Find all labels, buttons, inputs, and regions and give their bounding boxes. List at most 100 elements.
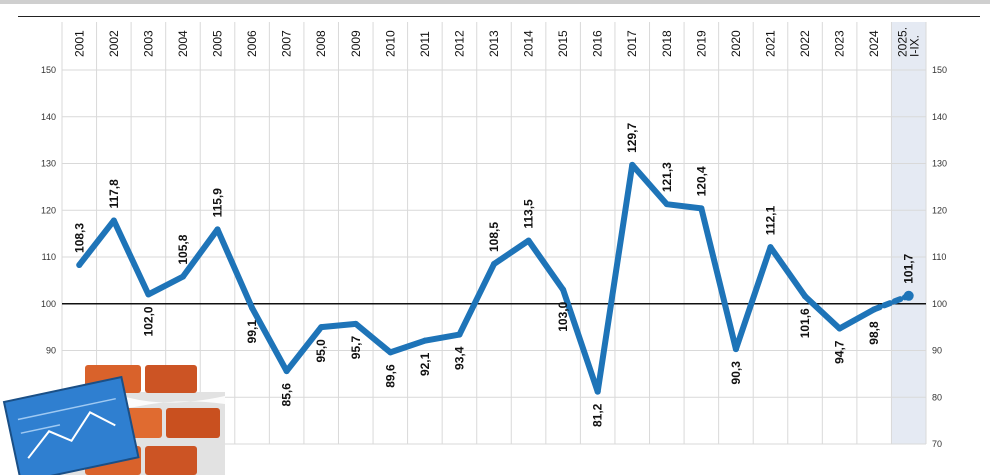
data-point [802, 293, 809, 300]
data-label: 95,7 [349, 336, 363, 360]
data-label: 98,8 [867, 321, 881, 345]
data-point [836, 325, 843, 332]
y-tick-label-right: 110 [932, 252, 946, 262]
data-point [145, 291, 152, 298]
y-tick-label-left: 130 [41, 159, 56, 169]
data-point [318, 324, 325, 331]
data-point [214, 226, 221, 233]
data-point [456, 331, 463, 338]
data-point [179, 273, 186, 280]
top-strip [0, 0, 990, 4]
x-tick-label: 2012 [452, 30, 466, 57]
brick [166, 408, 220, 438]
x-tick-label: 2023 [833, 30, 847, 57]
data-point [525, 237, 532, 244]
x-tick-label: 2002 [107, 30, 121, 57]
data-label: 120,4 [694, 166, 708, 196]
data-label: 85,6 [280, 383, 294, 407]
y-tick-label-right: 150 [932, 65, 947, 75]
data-label: 108,3 [72, 223, 86, 253]
x-tick-label: 2008 [314, 30, 328, 57]
data-label: 89,6 [383, 364, 397, 388]
highlight-column [891, 22, 926, 444]
x-tick-label: 2010 [383, 30, 397, 57]
brick [145, 365, 197, 393]
y-tick-label-right: 80 [932, 392, 942, 402]
wall-decoration [2, 365, 225, 475]
data-label: 101,7 [902, 253, 916, 283]
x-tick-label: 2015 [556, 30, 570, 57]
data-label: 102,0 [141, 306, 155, 336]
top-border [18, 16, 980, 17]
data-point [352, 320, 359, 327]
x-tick-label: 2018 [660, 30, 674, 57]
y-tick-label-left: 150 [41, 65, 56, 75]
y-tick-label-right: 70 [932, 439, 942, 449]
x-tick-label: 2014 [522, 30, 536, 57]
data-label: 115,9 [211, 188, 225, 218]
data-label: 121,3 [660, 162, 674, 192]
data-point [387, 349, 394, 356]
data-point [110, 217, 117, 224]
y-tick-label-left: 140 [41, 112, 56, 122]
x-tick-label: 2001 [72, 30, 86, 57]
x-tick-label: 2003 [141, 30, 155, 57]
data-point [871, 306, 878, 313]
x-tick-label: I-IX. [908, 35, 922, 57]
blueprint-icon [2, 375, 140, 475]
y-tick-label-right: 100 [932, 299, 947, 309]
brick [145, 446, 197, 475]
x-tick-label: 2021 [763, 30, 777, 57]
data-label: 93,4 [452, 346, 466, 370]
y-tick-label-right: 90 [932, 346, 942, 356]
data-label: 92,1 [418, 352, 432, 376]
x-tick-label: 2009 [349, 30, 363, 57]
data-label: 101,6 [798, 308, 812, 338]
data-label: 81,2 [591, 403, 605, 427]
data-point [283, 368, 290, 375]
x-tick-label: 2022 [798, 30, 812, 57]
x-tick-label: 2017 [625, 30, 639, 57]
x-tick-label: 2020 [729, 30, 743, 57]
data-label: 108,5 [487, 222, 501, 252]
data-label: 105,8 [176, 234, 190, 264]
data-point [629, 161, 636, 168]
data-point [903, 290, 914, 301]
x-tick-label: 2007 [280, 30, 294, 57]
x-tick-label: 2016 [591, 30, 605, 57]
y-tick-label-right: 130 [932, 159, 947, 169]
x-tick-label: 2013 [487, 30, 501, 57]
data-point [560, 286, 567, 293]
data-label: 129,7 [625, 123, 639, 153]
y-tick-label-right: 140 [932, 112, 947, 122]
y-tick-label-left: 110 [42, 252, 56, 262]
data-point [663, 201, 670, 208]
x-tick-label: 2024 [867, 30, 881, 57]
x-tick-label: 2006 [245, 30, 259, 57]
data-label: 103,0 [556, 301, 570, 331]
data-point [491, 261, 497, 268]
data-label: 90,3 [729, 361, 743, 385]
data-label: 99,1 [245, 320, 259, 344]
data-point [732, 346, 739, 353]
y-tick-label-left: 100 [41, 299, 56, 309]
x-tick-label: 2011 [418, 31, 432, 57]
data-point [249, 304, 256, 311]
x-tick-label: 2025. [896, 27, 910, 57]
series-line-provisional [871, 292, 912, 313]
data-label: 113,5 [522, 199, 536, 229]
data-point [421, 337, 428, 344]
x-tick-label: 2005 [211, 30, 225, 57]
data-label: 117,8 [107, 179, 121, 209]
data-point [594, 388, 601, 395]
y-tick-label-left: 90 [46, 346, 56, 356]
x-tick-label: 2004 [176, 30, 190, 57]
data-label: 95,0 [314, 339, 328, 363]
data-label: 112,1 [763, 205, 777, 235]
series-line [76, 161, 878, 395]
data-point [76, 261, 83, 268]
data-point [698, 205, 705, 212]
data-label: 94,7 [833, 340, 847, 364]
x-tick-label: 2019 [694, 30, 708, 57]
